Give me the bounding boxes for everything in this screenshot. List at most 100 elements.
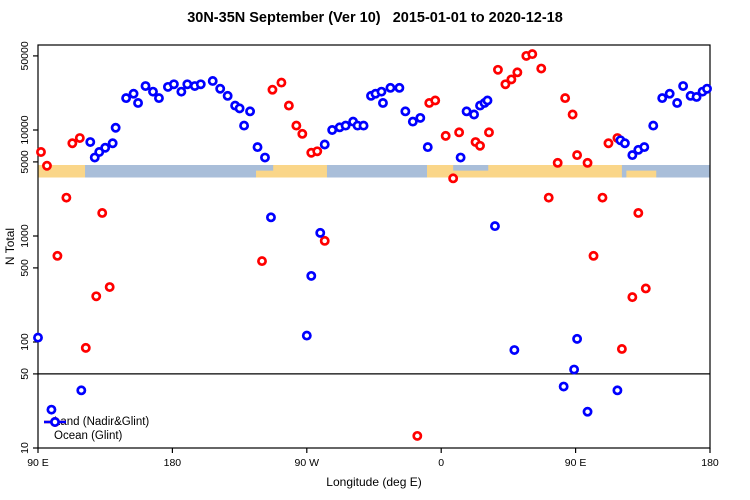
data-point-ocean [315,227,326,238]
data-point-land [506,74,517,85]
data-point-ocean [168,79,179,90]
y-axis-title: N Total [3,228,17,265]
data-point-ocean [128,88,139,99]
data-point-land [430,95,441,106]
data-point-ocean [461,106,472,117]
y-tick-label: 100 [19,333,31,351]
data-point-land [42,160,52,171]
data-point-land [616,343,627,354]
x-axis-title: Longitude (deg E) [326,475,421,489]
data-point-land [291,120,302,131]
data-point-ocean [176,86,187,97]
data-point-ocean [639,142,650,153]
data-point-land [627,292,638,303]
data-point-ocean [455,152,466,163]
data-point-ocean [378,97,388,108]
data-point-ocean [340,120,351,131]
data-point-land [588,250,599,261]
data-point-land [104,282,115,292]
data-point-land [312,146,323,157]
data-point-land [633,207,644,218]
data-point-land [572,150,583,161]
data-point-ocean [415,112,426,123]
data-point-ocean [376,86,387,97]
data-point-land [567,109,578,120]
data-point-ocean [469,109,480,120]
data-point-land [560,93,571,104]
ocean-marker-icon [44,417,66,427]
data-point-ocean [245,106,256,117]
data-point-land [267,84,278,95]
data-point-ocean [691,92,702,102]
data-point-land [97,207,108,218]
data-point-ocean [133,97,144,108]
data-point-land [484,127,494,138]
data-point-land [67,138,78,149]
x-tick-label: 90 E [27,457,49,469]
data-point-ocean [110,122,121,133]
y-tick-label: 10 [19,442,31,454]
data-point-ocean [76,385,87,396]
data-point-land [36,147,46,157]
data-point-ocean [619,138,630,149]
data-point-land [276,77,287,88]
x-tick-label: 90 W [295,457,320,469]
data-point-ocean [306,270,317,281]
data-point-ocean [422,142,433,153]
data-point-ocean [482,95,493,106]
data-point-land [297,128,308,139]
data-point-land [492,64,503,75]
data-point-ocean [301,330,312,341]
data-point-land [640,283,651,294]
y-tick-label: 1000 [19,224,31,248]
data-point-ocean [509,345,520,355]
data-point-land [454,127,465,138]
map-strip-ocean-notch [453,165,489,171]
data-point-ocean [407,116,418,127]
data-point-land [91,291,102,302]
data-point-ocean [154,93,164,104]
data-point-ocean [385,82,396,93]
data-point-land [597,192,608,203]
data-point-ocean [266,212,276,223]
data-point-land [52,250,63,261]
data-point-ocean [182,79,193,90]
data-point-ocean [100,142,111,153]
data-point-ocean [678,81,689,91]
y-tick-label: 50000 [19,41,31,70]
data-point-ocean [627,150,638,161]
data-point-ocean [400,106,411,117]
map-strip-ocean-notch [256,165,274,171]
data-point-land [552,157,563,168]
data-point-land [440,130,451,141]
x-tick-label: 180 [164,457,182,469]
data-point-ocean [572,333,583,344]
legend-label-land: Land (Nadir&Glint) [54,416,150,428]
data-point-land [543,192,554,203]
data-point-ocean [569,364,580,375]
data-point-ocean [107,138,118,149]
data-point-ocean [260,152,270,163]
legend: Land (Nadir&Glint) Ocean (Glint) [42,415,149,443]
data-point-ocean [702,83,712,94]
data-point-ocean [207,76,218,86]
data-point-land [412,430,423,441]
data-point-land [582,157,593,168]
data-point-ocean [140,81,151,91]
x-tick-label: 0 [438,457,444,469]
y-tick-label: 50 [19,368,31,380]
map-strip-land-patch [626,170,657,178]
y-tick-label: 5000 [19,150,31,174]
data-point-land [257,256,267,267]
data-point-ocean [215,83,226,94]
data-point-ocean [582,406,593,417]
data-point-ocean [46,404,57,415]
data-point-land [527,49,538,60]
data-point-ocean [648,120,659,131]
data-point-ocean [33,332,43,343]
data-point-ocean [664,88,675,99]
y-tick-label: 500 [19,259,31,277]
data-point-land [500,79,511,90]
